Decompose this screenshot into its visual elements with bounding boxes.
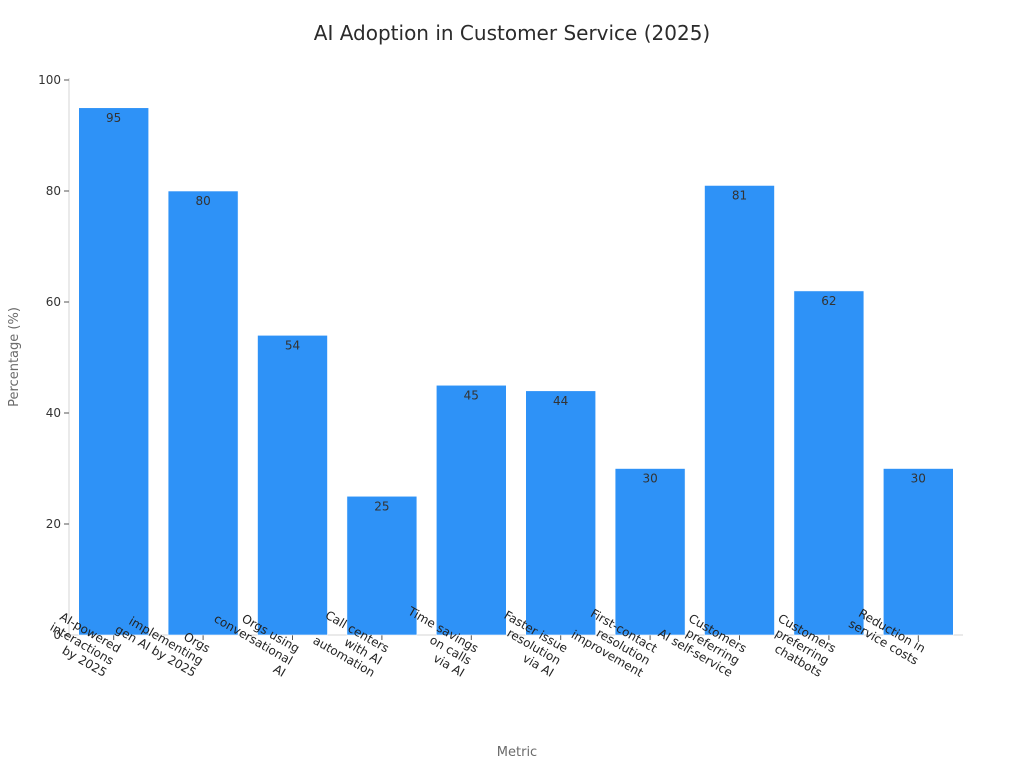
y-tick-label: 0 <box>53 628 61 642</box>
y-axis-title: Percentage (%) <box>7 307 22 407</box>
y-tick-label: 60 <box>46 295 61 309</box>
data-label: 81 <box>732 188 747 202</box>
bar <box>793 290 865 636</box>
bar <box>525 390 597 636</box>
bars <box>78 107 954 636</box>
y-axis: 0 20 40 60 80 100 <box>38 73 70 642</box>
y-tick-label: 80 <box>46 184 61 198</box>
y-tick-label: 40 <box>46 406 61 420</box>
data-label: 80 <box>195 194 210 208</box>
data-label: 45 <box>464 388 479 402</box>
y-tick-label: 100 <box>38 73 61 87</box>
x-axis-title: Metric <box>497 745 537 760</box>
data-label: 95 <box>106 111 121 125</box>
bar <box>257 334 328 636</box>
data-label: 54 <box>285 338 300 352</box>
x-tick-label: First-contactresolutionimprovement <box>569 603 660 680</box>
data-label: 62 <box>821 294 836 308</box>
data-label: 30 <box>642 472 657 486</box>
bar <box>78 107 149 636</box>
chart-title: AI Adoption in Customer Service (2025) <box>314 21 710 45</box>
data-labels: 95 80 54 25 45 44 30 81 62 30 <box>106 111 926 514</box>
data-label: 44 <box>553 394 568 408</box>
bar <box>704 185 775 636</box>
bar <box>346 495 418 636</box>
bar <box>167 190 239 636</box>
y-tick-label: 20 <box>46 517 61 531</box>
data-label: 25 <box>374 499 389 513</box>
bar <box>435 384 507 636</box>
data-label: 30 <box>911 472 926 486</box>
bar <box>882 468 954 636</box>
bar <box>614 468 686 636</box>
